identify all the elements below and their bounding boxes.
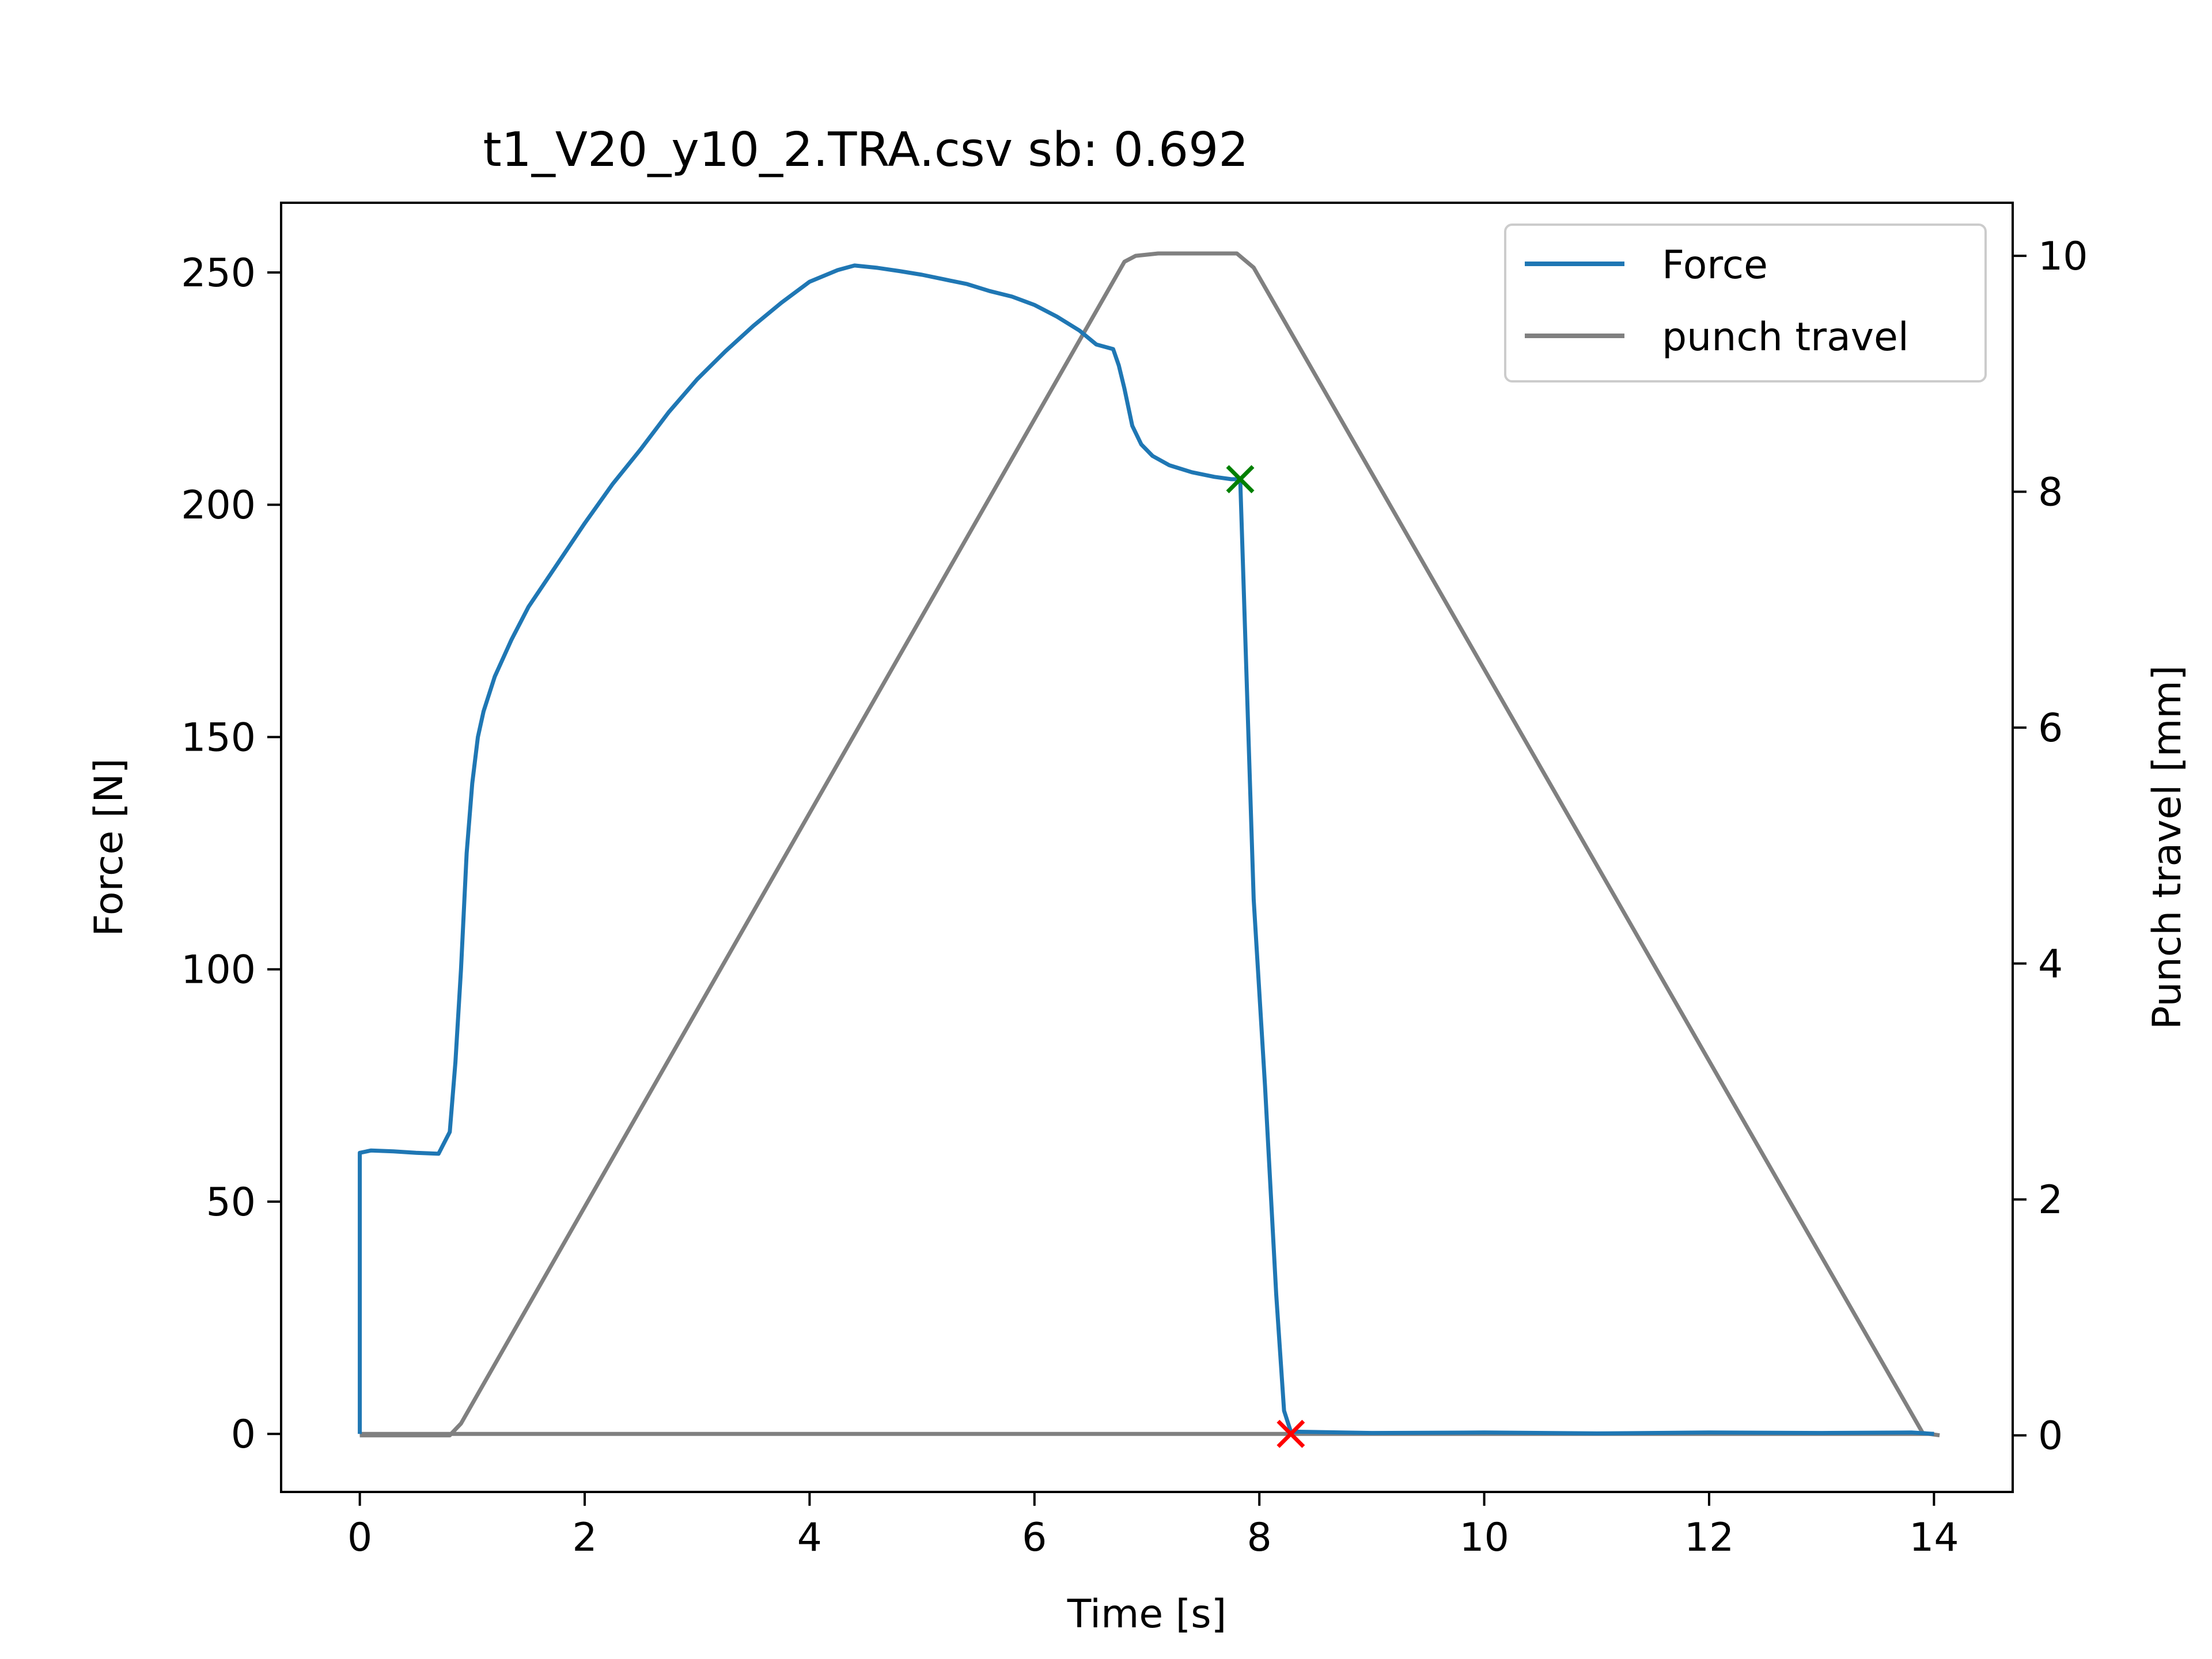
legend-box: [1504, 224, 1987, 382]
y-tick-label: 150: [181, 715, 256, 760]
series-line-punch-travel: [359, 251, 1940, 1438]
y-axis-label: Force [N]: [86, 758, 132, 937]
x-tick-label: 0: [347, 1515, 372, 1560]
x-tick-label: 10: [1459, 1515, 1509, 1560]
x-tick-label: 8: [1247, 1515, 1272, 1560]
y2-tick-label: 0: [2038, 1414, 2063, 1459]
marker-stroke: [1277, 1419, 1305, 1448]
y2-tick-label: 10: [2038, 234, 2088, 279]
x-tick-label: 2: [572, 1515, 597, 1560]
y2-tick-label: 6: [2038, 706, 2063, 751]
axes: 0 2 4 6 8 10 12 14 0 50 100 150 200 250 0 2 4 6 8 10: [181, 234, 2088, 1560]
series-line-force: [358, 263, 1934, 1436]
y-tick-label: 250: [181, 251, 256, 296]
marker-green-x: [1226, 465, 1255, 494]
x-tick-label: 12: [1684, 1515, 1734, 1560]
x-tick-label: 6: [1022, 1515, 1047, 1560]
legend: Force punch travel: [1504, 224, 1987, 382]
x-tick-label: 4: [797, 1515, 822, 1560]
y2-axis-label: Punch travel [mm]: [2145, 665, 2190, 1030]
legend-label-punch-travel: punch travel: [1662, 315, 1909, 360]
y2-tick-label: 4: [2038, 942, 2063, 987]
y2-tick-label: 8: [2038, 470, 2063, 516]
chart-title: t1_V20_y10_2.TRA.csv sb: 0.692: [483, 123, 1249, 177]
plot-frame: [280, 202, 2014, 1493]
y-tick-label: 200: [181, 483, 256, 528]
plot-area: [358, 251, 1940, 1448]
y2-tick-label: 2: [2038, 1177, 2063, 1223]
x-axis-label: Time [s]: [1067, 1592, 1227, 1637]
marker-red-x: [1277, 1419, 1305, 1448]
y-tick-label: 100: [181, 948, 256, 993]
legend-label-force: Force: [1662, 243, 1768, 288]
y-tick-label: 50: [206, 1180, 256, 1225]
x-tick-label: 14: [1909, 1515, 1959, 1560]
marker-stroke: [1226, 465, 1255, 494]
y-tick-label: 0: [231, 1412, 256, 1457]
